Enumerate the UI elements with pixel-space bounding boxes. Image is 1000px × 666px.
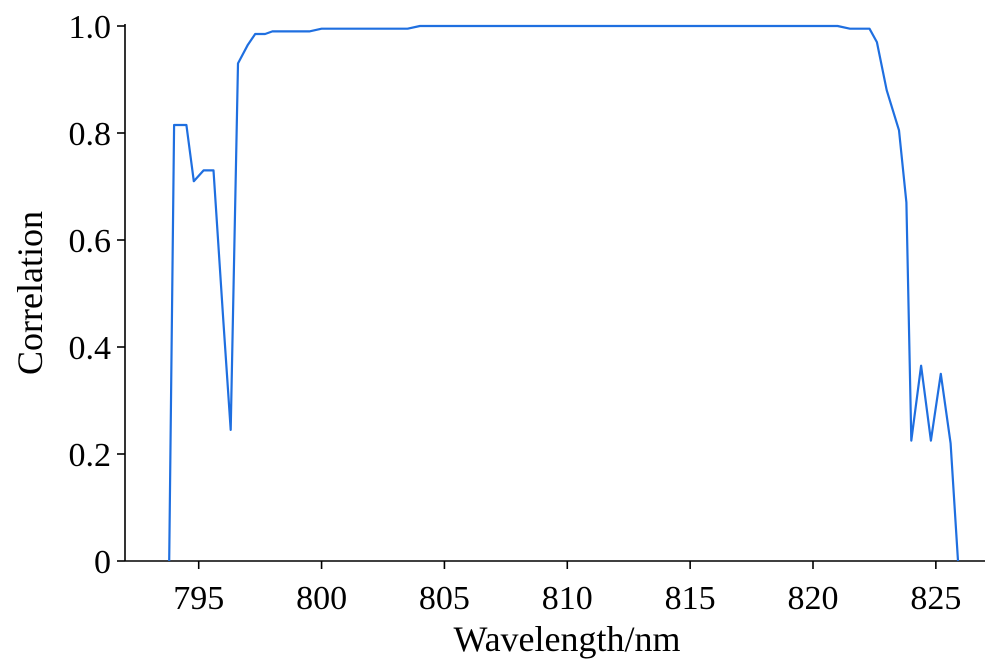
y-tick-label: 0.4	[69, 330, 112, 367]
y-tick-label: 0	[94, 544, 111, 581]
x-tick-label: 810	[542, 580, 593, 617]
x-tick-label: 820	[788, 580, 839, 617]
correlation-series-line	[168, 24, 960, 562]
y-tick-label: 0.6	[69, 223, 112, 260]
x-tick-label: 825	[910, 580, 961, 617]
y-tick-label: 0.2	[69, 437, 112, 474]
x-tick-label: 795	[173, 580, 224, 617]
y-ticks: 0 0.2 0.4 0.6 0.8 1.0	[69, 9, 125, 581]
y-tick-label: 0.8	[69, 116, 112, 153]
axes	[124, 24, 985, 562]
x-tick-label: 805	[419, 580, 470, 617]
x-tick-label: 815	[665, 580, 716, 617]
x-ticks: 795 800 805 810 815 820 825	[173, 561, 961, 617]
y-tick-label: 1.0	[69, 9, 112, 46]
x-tick-label: 800	[296, 580, 347, 617]
x-axis-title: Wavelength/nm	[453, 619, 680, 659]
y-axis-title: Correlation	[10, 211, 50, 375]
